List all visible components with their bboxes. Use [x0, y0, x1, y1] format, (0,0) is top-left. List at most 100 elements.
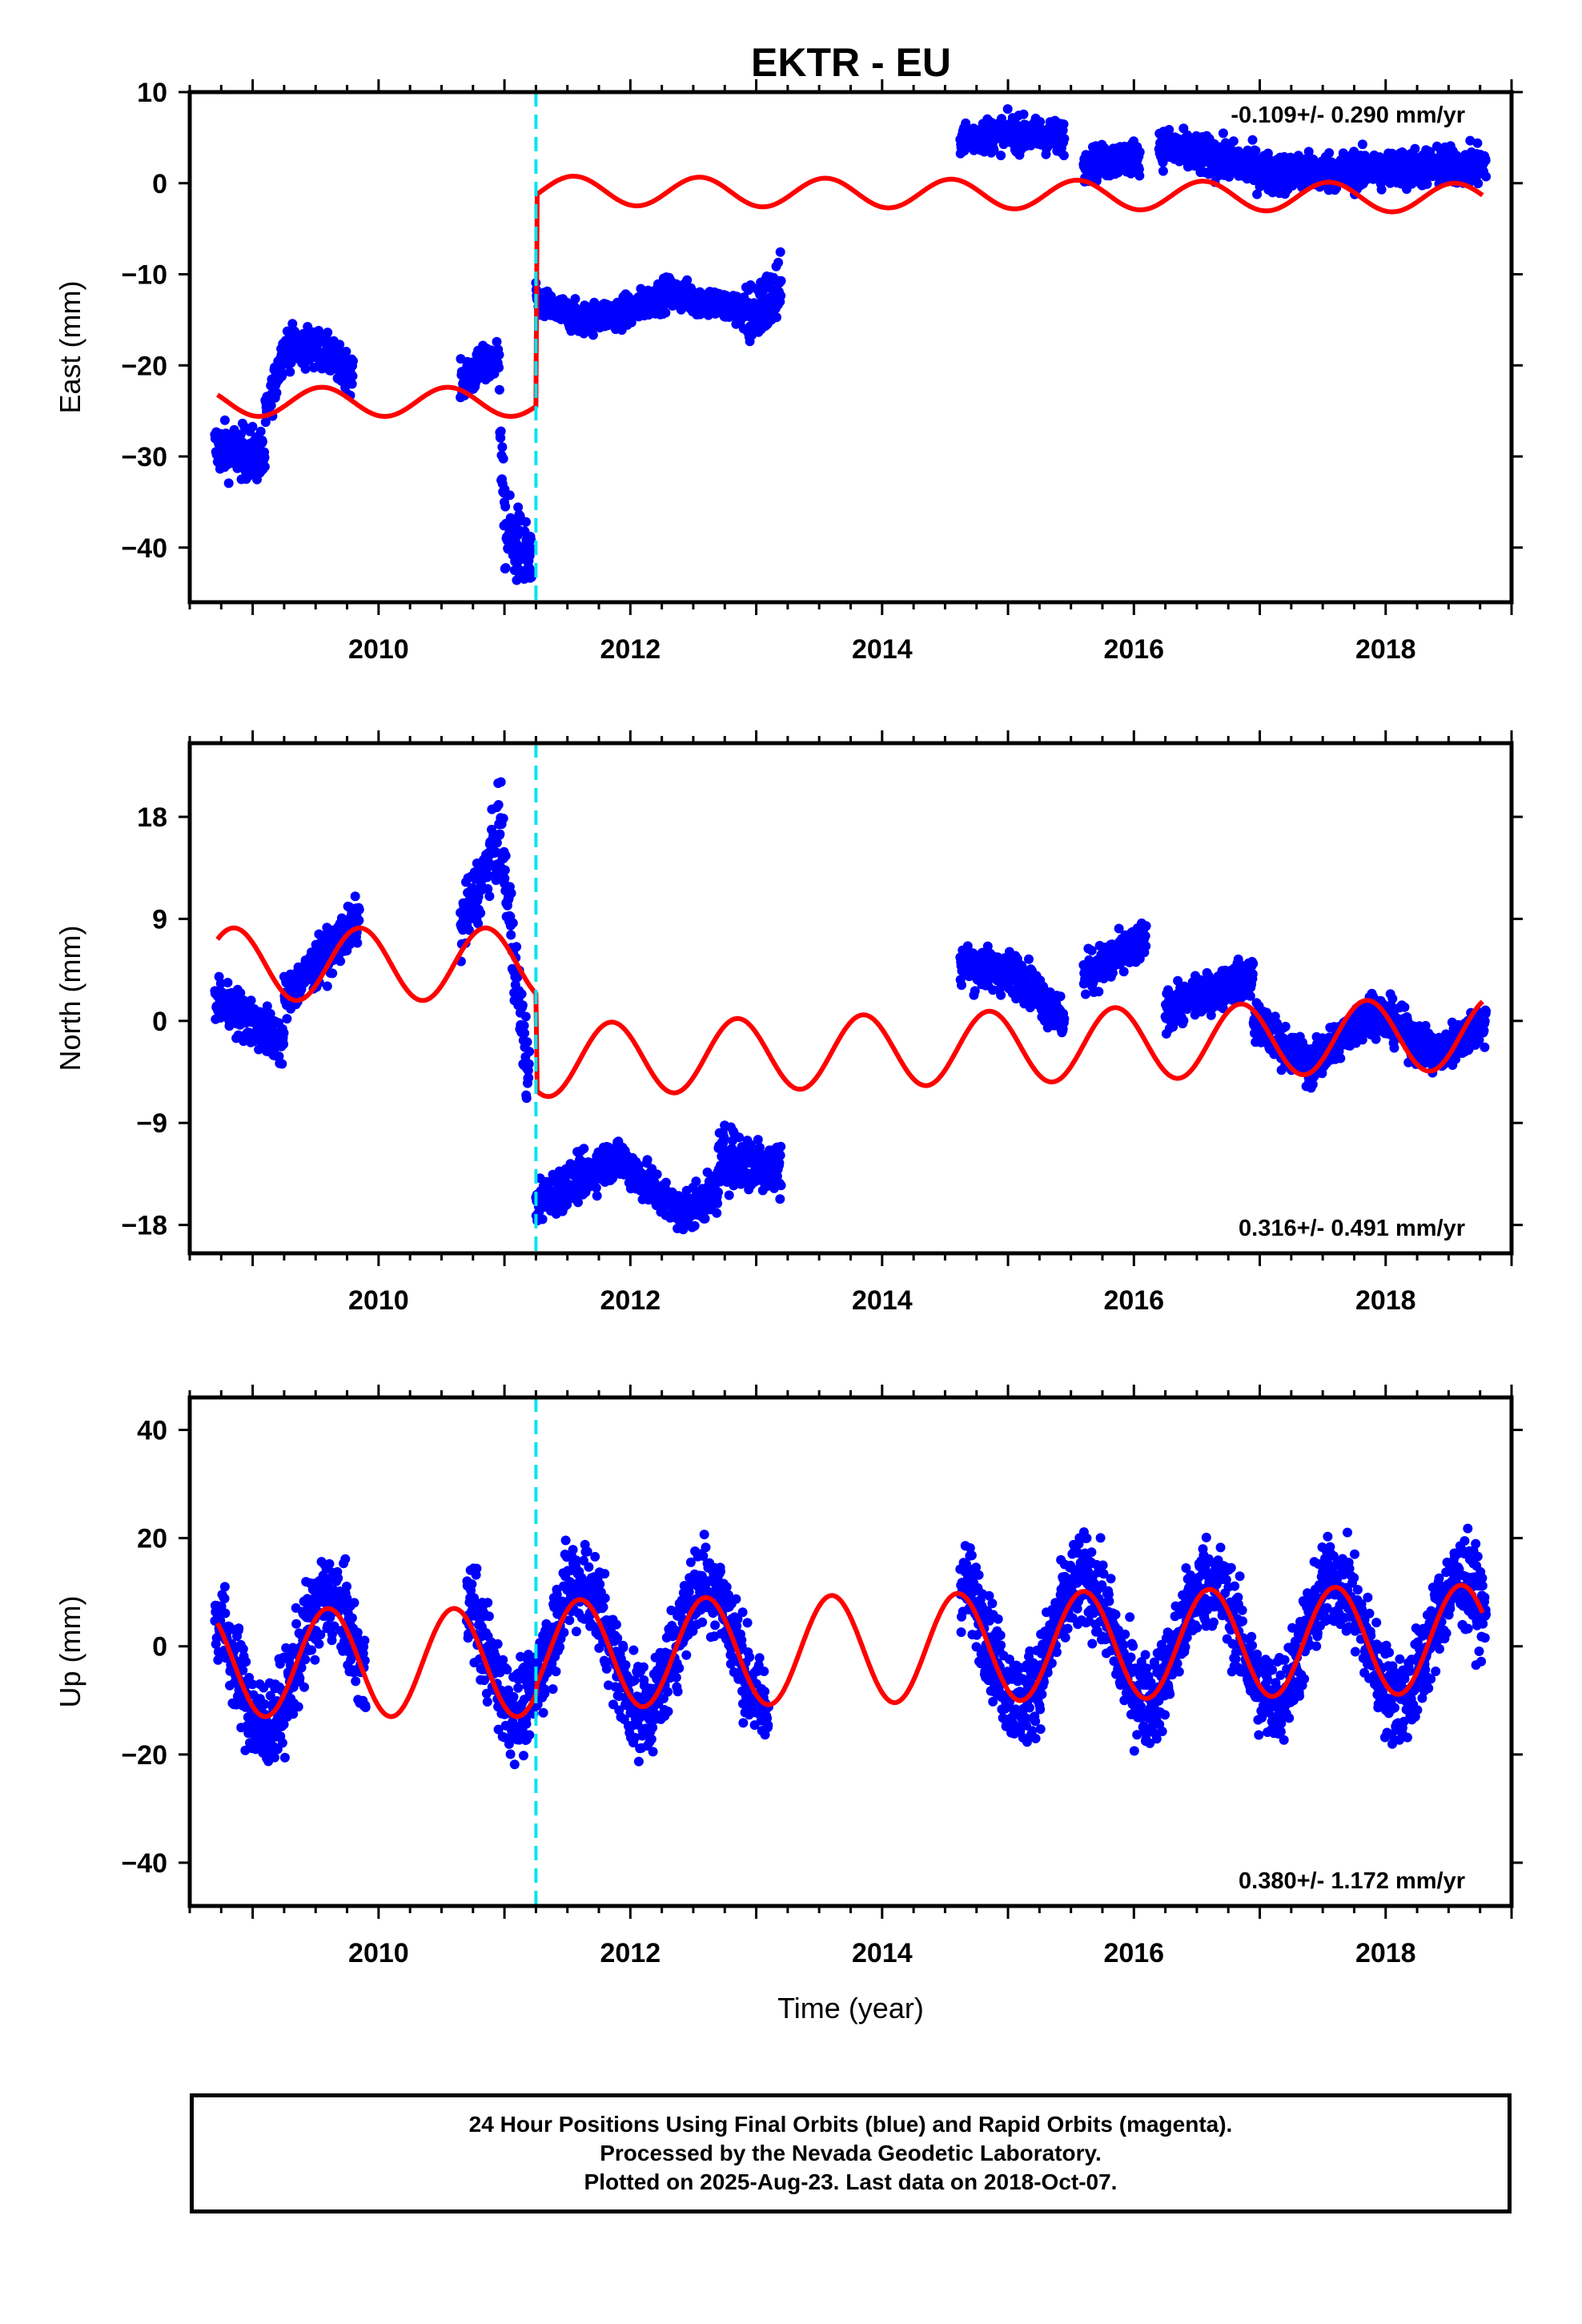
- data-point: [957, 980, 966, 991]
- data-point: [691, 1176, 701, 1187]
- data-point: [1059, 1014, 1070, 1024]
- data-point: [775, 1150, 785, 1160]
- y-tick-label: −40: [121, 533, 167, 564]
- data-point: [773, 257, 784, 267]
- data-point: [473, 919, 484, 929]
- data-point: [496, 426, 506, 436]
- data-point: [506, 930, 516, 940]
- data-point: [661, 1177, 671, 1188]
- data-point: [1481, 171, 1492, 182]
- data-point: [498, 453, 508, 464]
- data-point: [772, 312, 781, 323]
- data-point: [464, 925, 474, 935]
- data-point: [745, 1140, 756, 1150]
- data-point: [776, 275, 786, 286]
- data-point: [524, 1047, 535, 1057]
- data-point: [642, 1155, 652, 1165]
- data-point: [755, 1142, 765, 1152]
- data-point: [526, 534, 536, 545]
- data-point: [1118, 967, 1129, 977]
- data-point: [1140, 931, 1150, 941]
- data-point: [713, 1198, 723, 1208]
- data-point: [1473, 179, 1484, 188]
- data-point: [661, 308, 671, 318]
- data-point: [494, 350, 504, 360]
- data-point: [1164, 125, 1174, 135]
- data-point: [235, 429, 246, 440]
- data-point: [1141, 921, 1151, 931]
- data-point: [719, 1132, 729, 1142]
- chart-panels: 2010 2012 2014 2016 2018100−10−20−30−40East …: [54, 78, 1523, 2024]
- data-point: [1094, 987, 1104, 997]
- data-point: [570, 294, 580, 304]
- data-point: [1422, 179, 1432, 189]
- data-point: [262, 1001, 272, 1011]
- data-point: [1247, 969, 1258, 979]
- data-point: [1472, 138, 1483, 148]
- data-point: [592, 1191, 602, 1201]
- data-point: [521, 517, 531, 527]
- data-point: [495, 829, 505, 839]
- data-point: [259, 452, 270, 463]
- data-point: [347, 379, 357, 389]
- data-point: [1228, 136, 1239, 147]
- data-point: [682, 275, 693, 285]
- data-point: [497, 442, 508, 452]
- data-points-north: [210, 777, 1492, 1235]
- data-point: [522, 1037, 532, 1047]
- data-point: [515, 511, 525, 521]
- data-point: [776, 1180, 786, 1191]
- chart-title: EKTR - EU: [751, 40, 951, 85]
- data-point: [266, 400, 276, 411]
- data-point: [255, 426, 266, 436]
- data-point: [257, 436, 267, 447]
- data-point: [516, 989, 527, 999]
- data-point: [506, 888, 516, 899]
- data-point: [1059, 134, 1070, 144]
- data-point: [996, 990, 1006, 1000]
- data-point: [1058, 151, 1069, 161]
- data-point: [579, 1144, 589, 1154]
- data-point: [279, 1027, 289, 1038]
- data-point: [476, 908, 486, 919]
- data-point: [700, 1213, 710, 1224]
- data-point: [277, 1059, 287, 1069]
- data-point: [1178, 1015, 1189, 1026]
- data-point: [588, 330, 598, 340]
- data-point: [652, 1169, 662, 1180]
- data-point: [492, 838, 502, 848]
- data-point: [500, 874, 510, 883]
- data-point: [713, 1187, 723, 1197]
- data-point: [493, 800, 504, 810]
- data-point: [246, 995, 256, 1006]
- data-point: [989, 145, 999, 155]
- y-tick-label: 0: [152, 169, 167, 199]
- data-point: [282, 1014, 292, 1024]
- data-point: [512, 942, 522, 952]
- data-point: [247, 421, 258, 432]
- data-point: [223, 478, 234, 489]
- plot-area-north: [210, 777, 1492, 1235]
- data-point: [323, 328, 333, 338]
- y-axis-label-east: East (mm): [54, 281, 86, 414]
- model-fit-line-east: [216, 174, 1484, 419]
- data-point: [341, 347, 351, 356]
- y-tick-label: 10: [137, 78, 167, 108]
- data-point: [496, 777, 506, 787]
- data-point: [260, 417, 271, 428]
- data-point: [500, 501, 511, 512]
- data-point: [494, 363, 504, 372]
- data-point: [1055, 991, 1066, 1002]
- x-tick-label: 2014: [852, 634, 913, 665]
- data-point: [724, 1190, 734, 1200]
- data-point: [776, 291, 786, 301]
- data-point: [1134, 147, 1145, 157]
- data-point: [500, 865, 510, 875]
- data-point: [1107, 967, 1118, 978]
- data-point: [519, 1020, 529, 1031]
- data-point: [689, 1220, 700, 1231]
- data-point: [265, 1008, 275, 1019]
- data-point: [354, 915, 364, 926]
